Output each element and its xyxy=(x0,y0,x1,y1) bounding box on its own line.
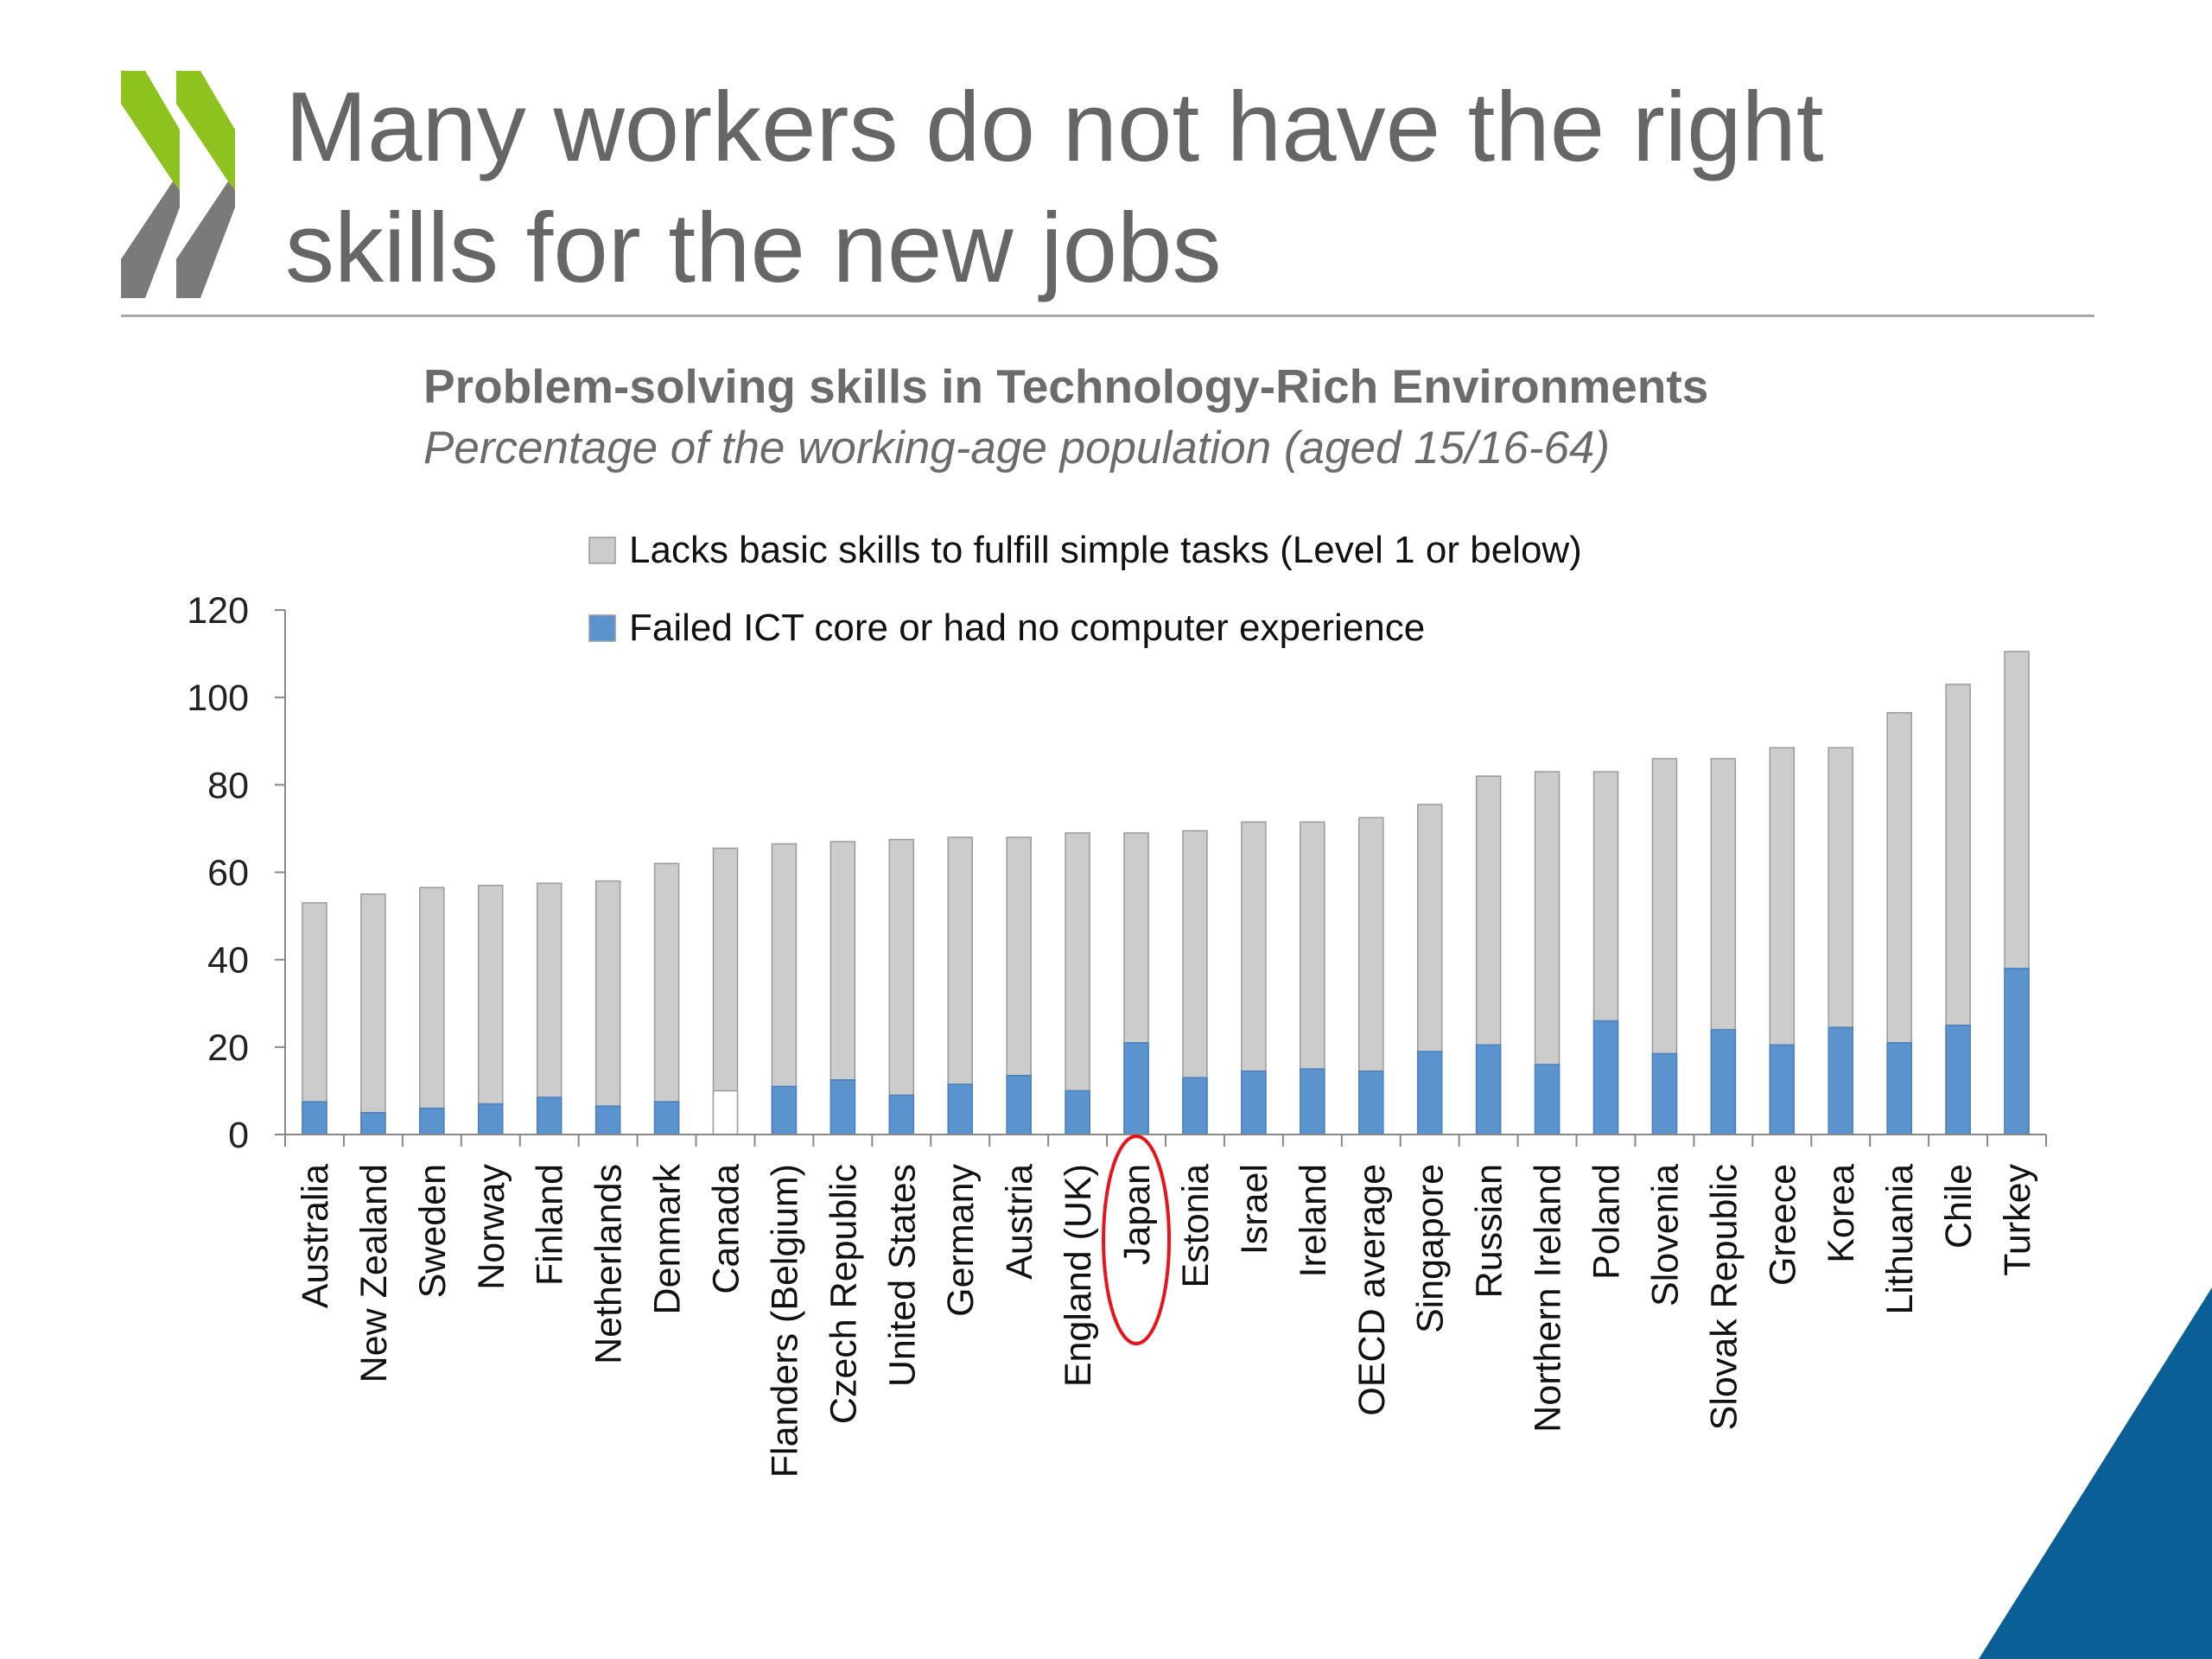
x-tick-label: Austria xyxy=(999,1164,1040,1280)
x-tick-label: Flanders (Belgium) xyxy=(764,1164,805,1478)
x-tick-label: Poland xyxy=(1586,1164,1628,1280)
y-tick-label: 80 xyxy=(207,765,249,806)
x-tick-label: Greece xyxy=(1762,1164,1803,1286)
x-tick-label: Norway xyxy=(471,1164,512,1290)
legend-label: Lacks basic skills to fulfill simple tas… xyxy=(629,529,1582,571)
x-tick-label: Israel xyxy=(1234,1164,1275,1255)
bar-failed-ict xyxy=(1827,1027,1853,1135)
bar-failed-ict xyxy=(1886,1042,1912,1135)
x-tick-label: OECD average xyxy=(1351,1164,1393,1416)
bar-failed-ict xyxy=(1358,1070,1384,1135)
bar-failed-ict xyxy=(888,1094,915,1135)
highlight-circle xyxy=(1102,1135,1172,1345)
legend-swatch xyxy=(588,537,616,564)
legend: Lacks basic skills to fulfill simple tas… xyxy=(588,529,1582,649)
bar-lacks-basic-skills xyxy=(1065,832,1090,1135)
bar-lacks-basic-skills xyxy=(653,862,680,1135)
bar-failed-ict xyxy=(1006,1074,1032,1135)
x-tick-label: Estonia xyxy=(1175,1164,1217,1288)
x-tick-label: Ireland xyxy=(1293,1164,1334,1277)
bar-failed-ict xyxy=(1241,1070,1267,1135)
slide-title-line2: skills for the new jobs xyxy=(285,194,1222,303)
bar-lacks-basic-skills xyxy=(478,884,504,1135)
x-tick-label: England (UK) xyxy=(1058,1164,1099,1387)
y-tick-label: 60 xyxy=(207,853,249,894)
bar-lacks-basic-skills xyxy=(536,882,563,1135)
bar-failed-ict xyxy=(2004,968,2030,1135)
y-tick-label: 0 xyxy=(228,1115,249,1156)
slide-title: Many workers do not have the right skill… xyxy=(285,67,1824,309)
title-divider xyxy=(121,315,2094,317)
x-tick-label: Japan xyxy=(1116,1164,1158,1265)
corner-blue-triangle xyxy=(1979,1287,2212,1659)
logo-chevron-gray-1 xyxy=(121,181,180,298)
x-tick-label: Korea xyxy=(1821,1164,1862,1263)
bar-lacks-basic-skills xyxy=(594,880,621,1135)
bar-failed-ict xyxy=(1592,1020,1619,1135)
bar-lacks-basic-skills xyxy=(302,902,327,1135)
bar-failed-ict xyxy=(947,1084,973,1135)
bar-failed-ict xyxy=(594,1105,621,1135)
x-tick-label: Sweden xyxy=(412,1164,454,1298)
bar-failed-ict xyxy=(1475,1044,1502,1135)
x-tick-label: Australia xyxy=(295,1164,336,1308)
oecd-logo xyxy=(121,71,235,298)
bar-failed-ict xyxy=(1651,1052,1678,1135)
x-tick-label: Chile xyxy=(1938,1164,1980,1249)
x-tick-label: Northern Ireland xyxy=(1528,1164,1569,1433)
bar-lacks-basic-skills xyxy=(360,893,386,1135)
bar-failed-ict xyxy=(1182,1077,1208,1135)
legend-swatch xyxy=(588,614,616,642)
bar-failed-ict xyxy=(771,1085,798,1135)
y-tick-label: 100 xyxy=(187,677,249,719)
bar-failed-ict xyxy=(536,1096,563,1135)
y-tick-label: 20 xyxy=(207,1027,249,1069)
legend-label: Failed ICT core or had no computer exper… xyxy=(629,607,1425,649)
x-tick-label: Russian xyxy=(1469,1164,1510,1298)
x-tick-label: Czech Republic xyxy=(823,1164,864,1424)
x-tick-label: Netherlands xyxy=(588,1164,630,1364)
x-tick-label: Turkey xyxy=(1997,1164,2038,1276)
x-tick-label: New Zealand xyxy=(353,1164,395,1382)
x-tick-label: Singapore xyxy=(1410,1164,1452,1333)
logo-chevron-gray-2 xyxy=(176,181,235,298)
x-tick-label: Canada xyxy=(706,1164,747,1294)
bar-failed-ict xyxy=(1300,1068,1325,1135)
bar-failed-ict xyxy=(360,1111,386,1135)
bar-failed-ict xyxy=(830,1079,856,1135)
bar-failed-ict xyxy=(1065,1090,1090,1135)
bar-lacks-basic-skills xyxy=(712,847,739,1135)
x-tick-label: Lithuania xyxy=(1879,1164,1921,1315)
bar-lacks-basic-skills xyxy=(888,838,915,1135)
y-axis-ticks: 0 20 40 60 80 100 120 xyxy=(187,590,285,1156)
x-tick-label: Finland xyxy=(530,1164,571,1286)
y-tick-label: 40 xyxy=(207,940,249,982)
logo-chevron-green-1 xyxy=(121,71,180,190)
chart-title: Problem-solving skills in Technology-Ric… xyxy=(423,359,1709,413)
x-tick-label: United States xyxy=(881,1164,923,1387)
bar-failed-ict xyxy=(1945,1024,1971,1135)
x-tick-label: Denmark xyxy=(647,1164,689,1315)
x-tick-label: Slovak Republic xyxy=(1703,1164,1745,1430)
chart-subtitle: Percentage of the working-age population… xyxy=(423,423,1611,474)
slide-title-line1: Many workers do not have the right xyxy=(285,73,1824,182)
logo-chevron-green-2 xyxy=(176,71,235,190)
bar-failed-ict xyxy=(419,1107,445,1135)
bar-failed-ict xyxy=(1416,1051,1443,1135)
series-failed-ict xyxy=(302,968,2030,1135)
y-tick-label: 120 xyxy=(187,590,249,632)
x-tick-label: Germany xyxy=(940,1164,982,1317)
bar-failed-ict xyxy=(478,1103,504,1135)
x-axis-labels: Australia New Zealand Sweden Norway Finland N… xyxy=(295,1135,2038,1478)
bar-lacks-basic-skills xyxy=(419,887,445,1135)
x-tick-label: Slovenia xyxy=(1644,1164,1686,1306)
bar-failed-ict xyxy=(653,1101,680,1135)
